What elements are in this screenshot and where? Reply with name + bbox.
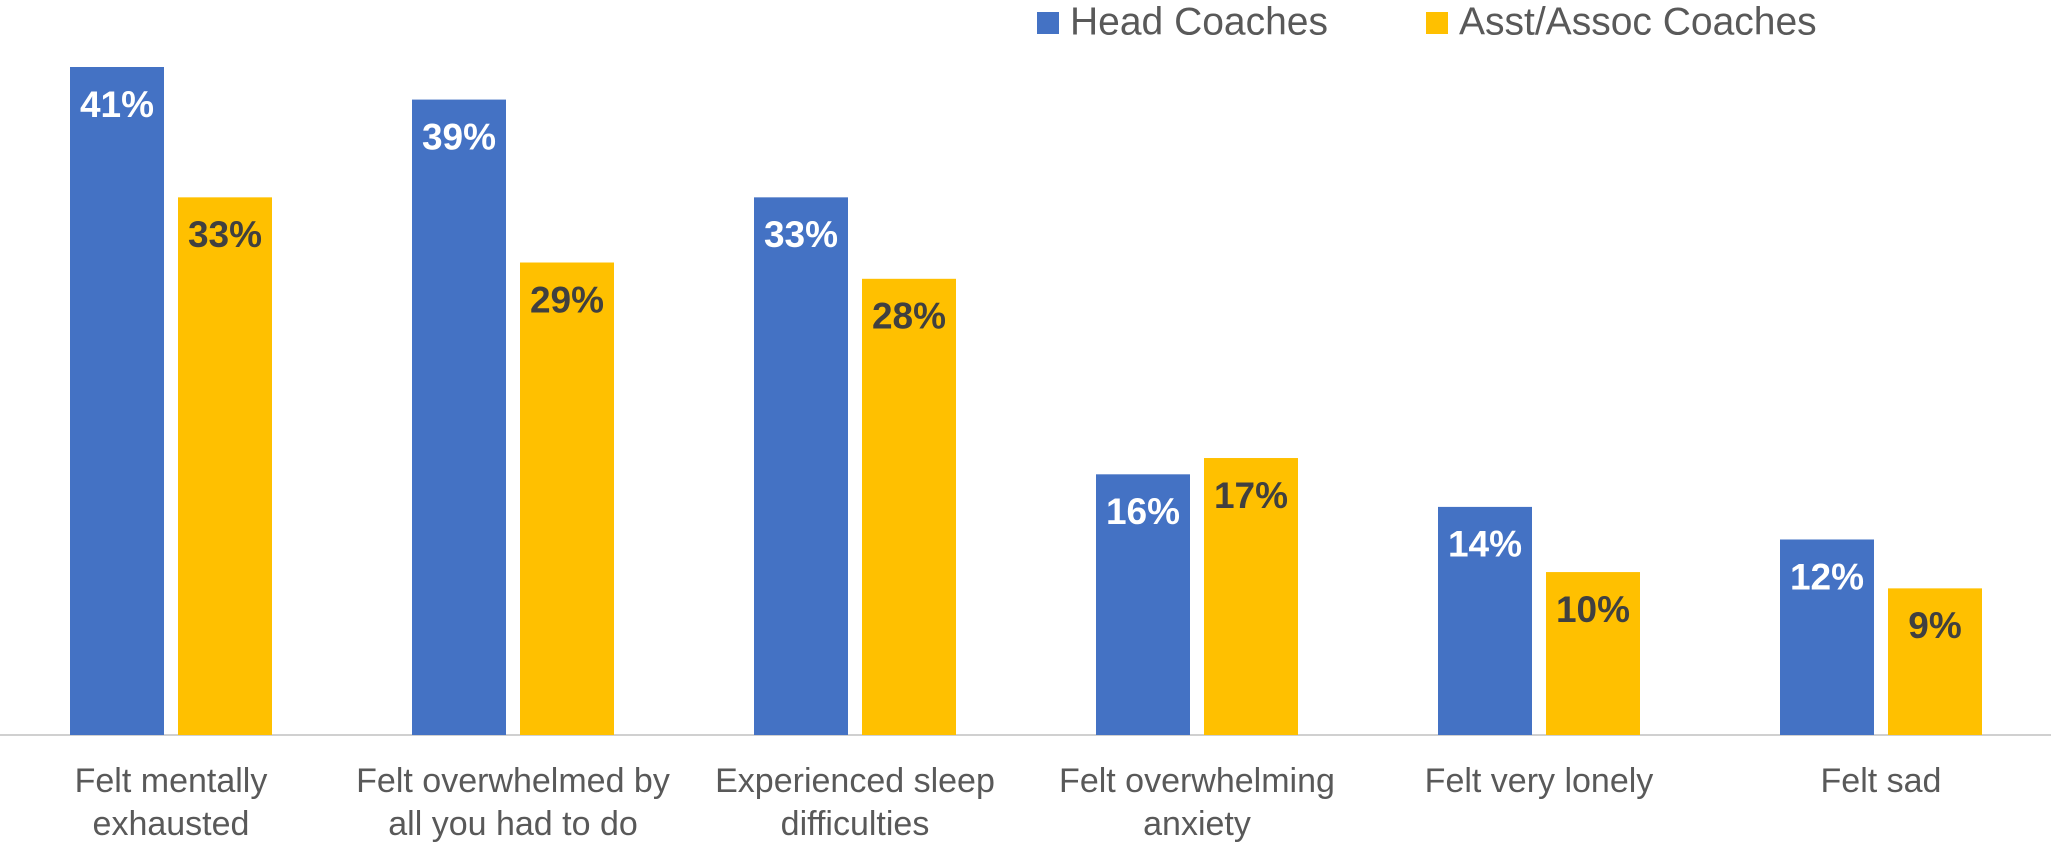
data-label: 12% — [1790, 556, 1864, 597]
x-tick-label: Felt overwhelmed by all you had to do — [356, 762, 670, 843]
x-tick-label: Felt overwhelming anxiety — [1059, 762, 1335, 843]
bar — [178, 197, 272, 736]
legend-label: Asst/Assoc Coaches — [1459, 0, 1817, 43]
bar — [1780, 539, 1874, 735]
data-label: 39% — [422, 116, 496, 157]
bar — [520, 262, 614, 735]
x-tick-label: Felt mentally exhausted — [74, 762, 268, 843]
x-tick-label: Experienced sleep difficulties — [715, 762, 995, 843]
data-label: 41% — [80, 84, 154, 125]
data-label: 33% — [764, 214, 838, 255]
bar — [412, 99, 506, 735]
bar — [1546, 572, 1640, 735]
data-label: 10% — [1556, 589, 1630, 630]
bar — [862, 278, 956, 735]
bar — [70, 67, 164, 735]
x-tick-label: Felt sad — [1820, 762, 1942, 800]
bar — [1888, 588, 1982, 735]
data-label: 17% — [1214, 475, 1288, 516]
legend-label: Head Coaches — [1070, 0, 1328, 43]
legend-swatch — [1037, 12, 1059, 34]
data-label: 28% — [872, 296, 946, 337]
data-label: 29% — [530, 279, 604, 320]
bar — [754, 197, 848, 736]
bar — [1096, 474, 1190, 735]
bar — [1204, 458, 1298, 735]
data-label: 16% — [1106, 491, 1180, 532]
data-label: 14% — [1448, 524, 1522, 565]
bar — [1438, 506, 1532, 735]
legend-swatch — [1426, 12, 1448, 34]
data-label: 9% — [1908, 605, 1961, 646]
x-tick-label: Felt very lonely — [1424, 762, 1654, 800]
data-label: 33% — [188, 214, 262, 255]
